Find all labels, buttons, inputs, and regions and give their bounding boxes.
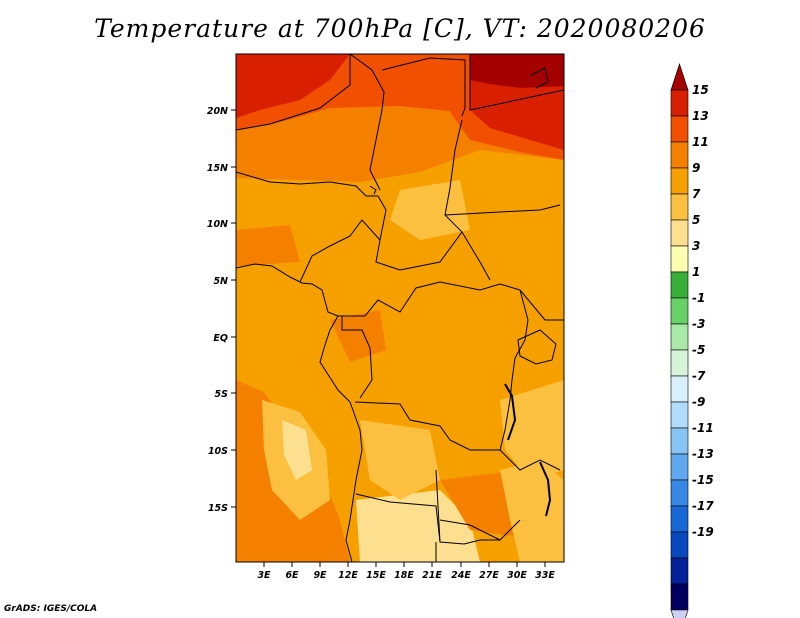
colorbar-swatch (670, 583, 689, 611)
border-drc-east (499, 289, 529, 451)
colorbar-level-label: 3 (692, 239, 700, 253)
colorbar-swatch (670, 245, 689, 273)
colorbar-level-label: 1 (692, 265, 700, 279)
lat-label-eq: EQ (213, 333, 228, 344)
lat-label-10n: 10N (207, 219, 228, 230)
colorbar-level-label: 9 (692, 161, 700, 175)
colorbar-level-label: 13 (692, 109, 709, 123)
colorbar-swatch (670, 479, 689, 507)
colorbar-swatch (670, 349, 689, 377)
border-zambia-zimbabwe (439, 519, 521, 541)
colorbar-level-label: -13 (692, 447, 714, 461)
border-sahel-west (236, 171, 378, 197)
temperature-field (236, 54, 564, 562)
lon-label-6e: 6E (285, 570, 299, 581)
field-cool-zambia-south (356, 490, 480, 562)
lon-label-15e: 15E (366, 570, 386, 581)
lon-label-33e: 33E (535, 570, 555, 581)
longitude-axis: 3E 6E 9E 12E 15E 18E 21E 24E 27E 30E 33E (257, 562, 555, 581)
lon-label-3e: 3E (257, 570, 271, 581)
field-cool-central-africa (390, 180, 470, 240)
chart-title: Temperature at 700hPa [C], VT: 202008020… (94, 14, 706, 43)
map-frame (235, 53, 565, 563)
field-warm-guinea (236, 225, 300, 266)
lake-chad (369, 185, 377, 195)
colorbar: 15 13 11 9 7 5 3 1 -1 -3 -5 -7 -9 -11 -13 -15 -17 -19 (670, 63, 714, 618)
lat-label-20n: 20N (207, 106, 228, 117)
colorbar-swatch (670, 505, 689, 533)
border-gabon-congo (341, 316, 373, 399)
colorbar-level-label: -11 (692, 421, 714, 435)
border-tanzania-zambia (499, 449, 561, 471)
border-libya-egypt (381, 57, 466, 117)
colorbar-swatch (670, 219, 689, 247)
colorbar-swatch (670, 557, 689, 585)
colorbar-level-label: 11 (692, 135, 709, 149)
lat-label-5n: 5N (213, 276, 228, 287)
colorbar-swatch (670, 297, 689, 325)
colorbar-level-label: -15 (692, 473, 714, 487)
colorbar-swatch (670, 453, 689, 481)
lon-label-9e: 9E (313, 570, 327, 581)
border-nigeria-cameroon (299, 219, 381, 283)
lon-label-12e: 12E (338, 570, 358, 581)
border-sudan-south-sudan (444, 204, 561, 216)
colorbar-bottom-triangle (670, 609, 689, 618)
colorbar-swatch (670, 271, 689, 299)
colorbar-swatch (670, 531, 689, 559)
field-coolest-angola (282, 420, 312, 480)
colorbar-level-label: -7 (692, 369, 706, 383)
sinai-coast (529, 67, 549, 89)
colorbar-swatch (670, 401, 689, 429)
colorbar-swatch (670, 193, 689, 221)
colorbar-level-label: -3 (692, 317, 705, 331)
colorbar-top-triangle (670, 63, 689, 91)
border-congo-car (338, 281, 521, 317)
border-mali-algeria (236, 54, 351, 131)
colorbar-swatch (670, 167, 689, 195)
lon-label-24e: 24E (451, 570, 471, 581)
colorbar-swatch (670, 375, 689, 403)
lat-label-15s: 15S (208, 503, 228, 514)
border-egypt-sudan (469, 54, 564, 111)
field-band-above-15 (470, 54, 564, 88)
field-warm-gabon (330, 310, 386, 362)
colorbar-swatch (670, 89, 689, 117)
border-uganda-kenya (519, 289, 564, 321)
lon-label-18e: 18E (394, 570, 414, 581)
lake-victoria (517, 329, 557, 365)
lake-malawi (539, 461, 552, 517)
border-algeria-libya (349, 54, 385, 191)
border-angola-zambia (435, 469, 441, 543)
latitude-axis: 20N 15N 10N 5N EQ 5S 10S 15S (207, 106, 236, 514)
colorbar-level-label: 7 (692, 187, 701, 201)
lon-label-30e: 30E (507, 570, 527, 581)
lat-label-5s: 5S (215, 389, 229, 400)
colorbar-level-label: -9 (692, 395, 705, 409)
colorbar-level-label: -17 (692, 499, 714, 513)
colorbar-level-label: 15 (692, 83, 709, 97)
colorbar-swatch (670, 427, 689, 455)
lake-tanganyika (504, 383, 517, 441)
lon-label-21e: 21E (422, 570, 442, 581)
country-borders (236, 54, 564, 562)
field-cool-angola-east (360, 420, 440, 500)
colorbar-swatch (670, 115, 689, 143)
colorbar-level-label: -5 (692, 343, 705, 357)
border-drc-angola (354, 401, 500, 451)
african-coastline (236, 263, 363, 562)
colorbar-swatch (670, 141, 689, 169)
lat-label-10s: 10S (208, 446, 228, 457)
colorbar-swatch (670, 323, 689, 351)
lat-label-15n: 15N (207, 163, 228, 174)
lon-label-27e: 27E (479, 570, 499, 581)
field-cool-tanzania (500, 380, 564, 480)
border-chad-car (375, 195, 463, 271)
colorbar-level-label: -19 (692, 525, 714, 539)
grads-credit: GrADS: IGES/COLA (4, 604, 98, 614)
field-band-13-15-west (236, 54, 350, 118)
colorbar-level-label: -1 (692, 291, 705, 305)
colorbar-level-label: 5 (692, 213, 700, 227)
